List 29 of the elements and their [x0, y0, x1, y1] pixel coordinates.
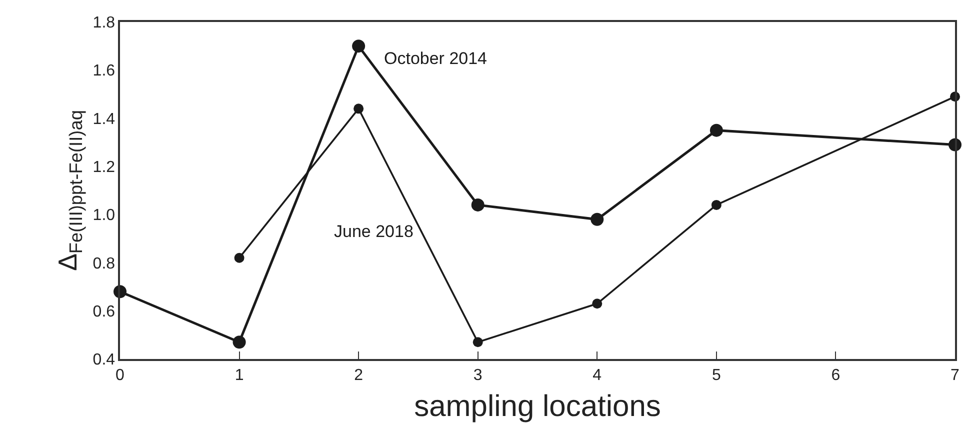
- x-tick-label: 7: [950, 366, 960, 384]
- point: [590, 212, 604, 226]
- y-tick-label: 1.8: [92, 14, 116, 32]
- x-tick-label: 1: [234, 366, 244, 384]
- x-tick-label: 6: [831, 366, 840, 384]
- point: [354, 104, 364, 114]
- x-axis-title: sampling locations: [414, 390, 661, 423]
- x-tick-label: 0: [116, 366, 125, 384]
- point: [232, 336, 246, 349]
- point: [352, 40, 366, 53]
- point: [710, 124, 723, 137]
- y-tick-label: 1.4: [92, 110, 116, 128]
- series-label: October 2014: [384, 49, 488, 68]
- x-tick-label: 4: [592, 366, 602, 384]
- y-tick-label: 1.2: [92, 159, 116, 176]
- y-tick-label: 0.6: [92, 303, 116, 320]
- x-tick-label: 2: [354, 366, 364, 384]
- series-label: June 2018: [334, 222, 414, 241]
- point: [234, 252, 244, 263]
- x-tick-label: 5: [712, 366, 721, 384]
- point: [472, 337, 483, 348]
- y-tick-label: 0.4: [92, 352, 116, 369]
- y-tick-label: 1.0: [92, 207, 116, 224]
- point: [711, 200, 722, 210]
- y-tick-label: 1.6: [92, 62, 116, 80]
- point: [471, 198, 484, 212]
- y-tick-label: 0.8: [92, 255, 116, 272]
- point: [592, 298, 602, 309]
- x-tick-label: 3: [473, 366, 482, 384]
